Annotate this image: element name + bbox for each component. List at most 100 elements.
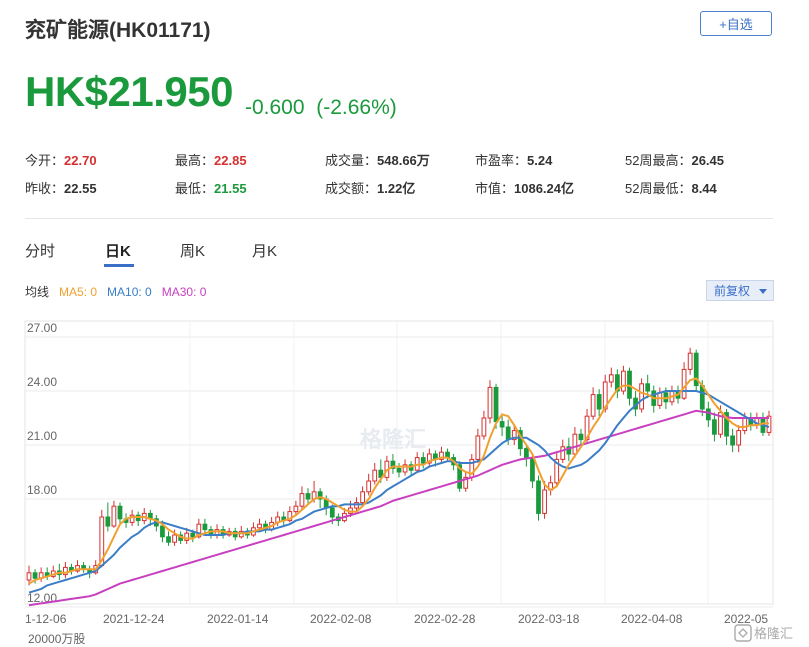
- candle-body: [596, 394, 602, 410]
- candle-body: [645, 383, 651, 392]
- tab-weekly-k[interactable]: 周K: [180, 243, 206, 260]
- y-tick-label: 21.00: [27, 429, 57, 443]
- turnover-value: 1.22亿: [377, 181, 416, 196]
- candle-body: [378, 469, 384, 478]
- candle-body: [396, 467, 402, 473]
- candle-body: [511, 430, 517, 441]
- low-value: 21.55: [214, 181, 247, 196]
- high-label: 最高：: [175, 153, 215, 168]
- w52-low-label: 52周最低：: [625, 181, 692, 196]
- x-tick-label: 2021-12-24: [103, 612, 165, 626]
- low-label: 最低：: [175, 181, 215, 196]
- volume-value: 548.66万: [377, 153, 430, 168]
- candle-body: [172, 534, 177, 543]
- watermark: 格隆汇: [360, 427, 426, 452]
- candle-body: [590, 394, 596, 417]
- candle-body: [32, 572, 38, 579]
- x-tick-label: 2022-02-28: [414, 612, 476, 626]
- mcap-label: 市值：: [475, 181, 515, 196]
- y-tick-label: 18.00: [27, 483, 57, 497]
- high-value: 22.85: [214, 153, 247, 168]
- candle-body: [705, 408, 711, 421]
- price-adjust-dropdown[interactable]: 前复权: [706, 280, 774, 301]
- price-change: -0.600 (-2.66%): [245, 96, 397, 120]
- candle-body: [712, 419, 717, 435]
- candle-body: [317, 491, 323, 500]
- gelonghui-logo: 格隆汇: [734, 624, 793, 642]
- candle-body: [542, 489, 547, 514]
- tab-monthly-k[interactable]: 月K: [252, 243, 278, 260]
- stats-col-5: 52周最高：26.45 52周最低：8.44: [625, 150, 724, 206]
- candle-body: [554, 458, 560, 484]
- tab-timeshare[interactable]: 分时: [25, 243, 56, 260]
- candle-body: [63, 566, 68, 576]
- candle-body: [372, 469, 378, 482]
- candle-body: [184, 532, 190, 541]
- candle-body: [305, 493, 311, 500]
- x-tick-label: 1-12-06: [25, 612, 67, 626]
- candle-body: [117, 505, 123, 520]
- candle-body: [360, 491, 365, 504]
- candle-body: [681, 368, 687, 399]
- candle-body: [190, 532, 196, 538]
- active-tab-indicator: [104, 264, 134, 267]
- candle-body: [530, 457, 535, 482]
- ma10-line: [28, 390, 770, 594]
- candle-body: [639, 383, 645, 410]
- ma5-legend: MA5: 0: [59, 285, 98, 299]
- add-watchlist-button[interactable]: +自选: [700, 11, 772, 36]
- candle-body: [693, 352, 699, 387]
- candle-body: [457, 464, 463, 489]
- change-percent: (-2.66%): [316, 96, 397, 119]
- x-tick-label: 2022-03-18: [518, 612, 580, 626]
- candle-body: [742, 417, 748, 432]
- stock-title: 兖矿能源(HK01171): [25, 19, 211, 42]
- price-adjust-label: 前复权: [714, 284, 751, 298]
- candle-body: [366, 480, 372, 493]
- w52-low-value: 8.44: [691, 181, 717, 196]
- pe-label: 市盈率：: [475, 153, 528, 168]
- candle-body: [390, 460, 396, 469]
- prev-close-value: 22.55: [64, 181, 97, 196]
- pe-value: 5.24: [527, 153, 553, 168]
- candle-body: [499, 421, 505, 428]
- x-tick-label: 2022-02-08: [310, 612, 372, 626]
- candle-body: [687, 352, 693, 370]
- candle-body: [584, 415, 590, 441]
- candle-body: [129, 514, 135, 523]
- candle-body: [26, 572, 32, 581]
- ma-legend: 均线 MA5: 0 MA10: 0 MA30: 0: [25, 283, 216, 300]
- candle-body: [402, 464, 408, 473]
- candle-body: [202, 523, 208, 531]
- stats-col-3: 成交量：548.66万 成交额：1.22亿: [325, 150, 430, 206]
- candle-body: [730, 435, 735, 446]
- candle-body: [487, 386, 493, 419]
- x-tick-label: 2022-01-14: [207, 612, 269, 626]
- x-tick-label: 2022-04-08: [621, 612, 683, 626]
- y-tick-label: 27.00: [27, 321, 57, 335]
- ma-legend-label: 均线: [25, 285, 50, 299]
- candle-body: [463, 476, 469, 489]
- ma30-legend: MA30: 0: [161, 285, 207, 299]
- candle-body: [196, 523, 202, 538]
- change-value: -0.600: [245, 96, 305, 119]
- candle-body: [299, 493, 305, 507]
- y-tick-label: 24.00: [27, 375, 57, 389]
- stats-col-2: 最高：22.85 最低：21.55: [175, 150, 247, 206]
- candle-body: [166, 536, 171, 543]
- candle-body: [257, 523, 262, 529]
- candle-body: [475, 435, 481, 460]
- candle-body: [111, 505, 117, 527]
- candle-body: [536, 480, 541, 514]
- turnover-label: 成交额：: [325, 181, 378, 196]
- candle-body: [426, 453, 432, 464]
- logo-text: 格隆汇: [754, 626, 793, 641]
- tab-daily-k[interactable]: 日K: [105, 243, 131, 260]
- candle-body: [523, 448, 529, 459]
- x-tick-label: 2022-05: [724, 612, 768, 626]
- candle-body: [621, 370, 626, 392]
- candle-body: [718, 412, 723, 435]
- candle-body: [572, 433, 578, 455]
- candle-body: [560, 446, 566, 460]
